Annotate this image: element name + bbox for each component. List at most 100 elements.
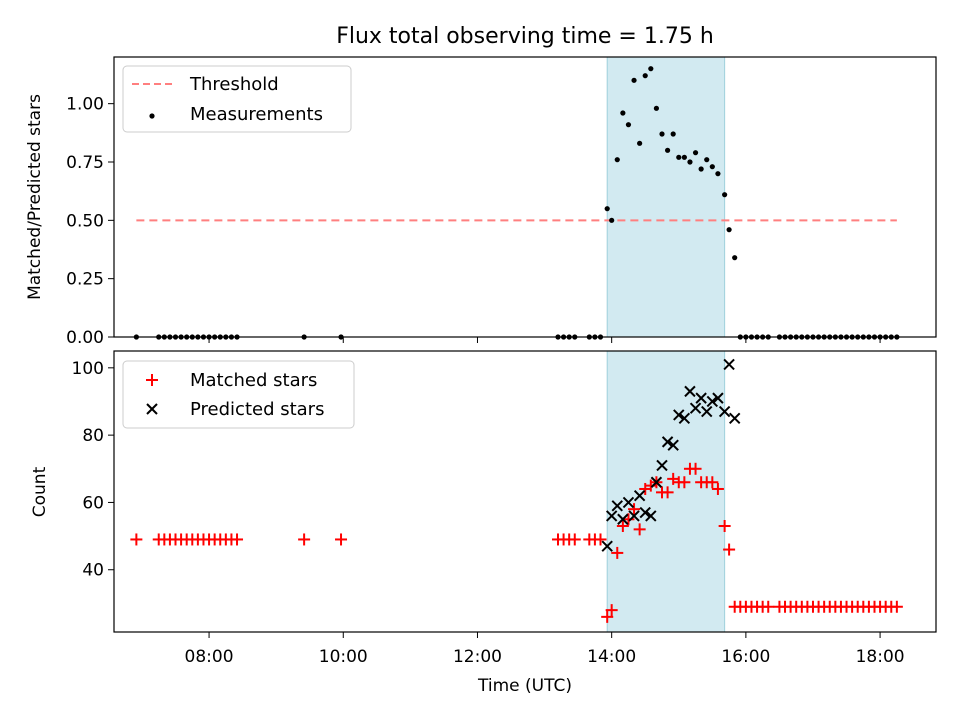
predicted-star-point: [617, 513, 629, 525]
bottom-panel-axes-layer: 40 60 80 100 08:00 10:00 12:00 14:00 16:00 18:00: [72, 359, 905, 667]
matched-star-point: [628, 503, 641, 516]
legend-predicted-swatch: [146, 403, 158, 415]
predicted-star-stroke-b: [673, 409, 685, 421]
bottom-x-tick-label: 12:00: [453, 647, 502, 667]
top-y-tick-label: 1.00: [66, 95, 104, 115]
bottom-x-tick-label: 14:00: [587, 647, 636, 667]
measurement-point: [670, 131, 676, 137]
top-legend-frame: [122, 65, 352, 133]
top-legend: Threshold Measurements: [122, 65, 352, 133]
predicted-star-stroke-b: [611, 500, 623, 512]
predicted-star-point: [605, 510, 618, 522]
matched-star-point: [594, 533, 607, 546]
measurement-point: [659, 131, 665, 137]
predicted-star-point: [628, 510, 640, 522]
matched-star-point: [718, 519, 731, 532]
predicted-star-stroke-b: [701, 405, 713, 418]
measurement-point: [681, 154, 687, 160]
bottom-panel-points-layer: [130, 358, 903, 623]
top-y-tick-label: 0.75: [66, 153, 104, 173]
bottom-y-tick-label: 60: [82, 493, 104, 513]
predicted-star-point: [712, 392, 724, 404]
predicted-star-point: [706, 395, 719, 408]
predicted-star-point: [678, 412, 691, 425]
matched-star-point: [711, 482, 724, 495]
predicted-star-stroke-b: [633, 489, 646, 502]
predicted-star-stroke-b: [689, 402, 702, 414]
matched-star-point: [231, 533, 244, 546]
predicted-star-point: [689, 402, 702, 414]
bottom-y-tick-label: 100: [72, 359, 104, 379]
predicted-star-stroke-b: [695, 392, 707, 404]
predicted-star-point: [656, 459, 668, 472]
predicted-star-stroke-b: [628, 510, 640, 522]
measurement-point: [642, 73, 648, 79]
legend-matched-swatch: [146, 374, 158, 386]
bottom-x-axis-label: Time (UTC): [477, 676, 572, 696]
top-panel: 0.00 0.25 0.50 0.75 1.00 Matched/Predicted s…: [25, 56, 937, 348]
predicted-star-stroke-b: [622, 496, 635, 509]
matched-star-point: [622, 513, 635, 526]
measurement-point: [722, 192, 728, 198]
bottom-legend: Matched stars Predicted stars: [122, 360, 355, 429]
measurement-point: [604, 206, 610, 212]
predicted-star-stroke-b: [639, 506, 651, 519]
bottom-legend-frame: [122, 360, 355, 429]
top-y-axis-label: Matched/Predicted stars: [25, 94, 45, 300]
predicted-star-stroke-b: [678, 412, 691, 425]
predicted-star-point: [701, 405, 713, 418]
measurement-point: [620, 110, 626, 116]
measurement-point: [653, 105, 660, 111]
bottom-y-tick-label: 80: [82, 426, 104, 446]
legend-predicted-label: Predicted stars: [190, 399, 324, 420]
predicted-star-point: [661, 436, 674, 448]
predicted-star-point: [695, 392, 707, 404]
predicted-star-point: [650, 476, 663, 488]
matched-star-point: [611, 546, 624, 559]
predicted-star-stroke-b: [656, 459, 668, 472]
top-y-tick-label: 0.50: [66, 211, 104, 231]
matched-star-point: [706, 476, 719, 489]
measurement-point: [625, 122, 632, 128]
predicted-star-stroke-b: [723, 358, 735, 371]
matched-star-point: [335, 533, 348, 546]
measurement-point: [637, 140, 643, 146]
legend-threshold-label: Threshold: [189, 74, 279, 95]
measurement-point: [614, 157, 620, 163]
bottom-y-tick-label: 40: [82, 561, 104, 581]
top-y-tick-label: 0.25: [66, 270, 104, 290]
predicted-star-point: [723, 358, 735, 371]
measurement-point: [698, 166, 704, 172]
predicted-star-stroke-b: [645, 510, 657, 522]
measurement-point: [726, 227, 732, 233]
top-y-tick-label: 0.00: [66, 328, 104, 348]
predicted-star-point: [645, 510, 657, 522]
matched-star-point: [130, 533, 143, 546]
matched-star-point: [762, 600, 775, 613]
predicted-star-point: [611, 500, 623, 512]
bottom-panel-frame: [113, 350, 937, 633]
matched-star-point: [890, 600, 903, 613]
predicted-star-point: [633, 489, 646, 502]
predicted-star-stroke-b: [706, 395, 719, 408]
measurement-point: [609, 217, 615, 223]
matched-star-point: [678, 476, 691, 489]
predicted-star-stroke-b: [667, 439, 679, 451]
measurement-point: [715, 171, 721, 177]
measurement-point: [687, 159, 693, 165]
top-panel-frame: [113, 56, 937, 338]
predicted-star-point: [728, 412, 741, 425]
measurement-point: [648, 66, 654, 72]
bottom-x-tick-label: 18:00: [856, 647, 905, 667]
top-panel-axes-layer: 0.00 0.25 0.50 0.75 1.00: [66, 95, 881, 348]
predicted-star-stroke-b: [661, 436, 674, 448]
predicted-star-point: [718, 405, 731, 418]
legend-measurements-label: Measurements: [190, 104, 323, 125]
predicted-star-stroke-b: [605, 510, 618, 522]
predicted-star-stroke-b: [650, 476, 663, 488]
measurement-point: [664, 147, 671, 153]
top-panel-shade-layer: [606, 56, 726, 338]
matched-star-point: [298, 533, 311, 546]
